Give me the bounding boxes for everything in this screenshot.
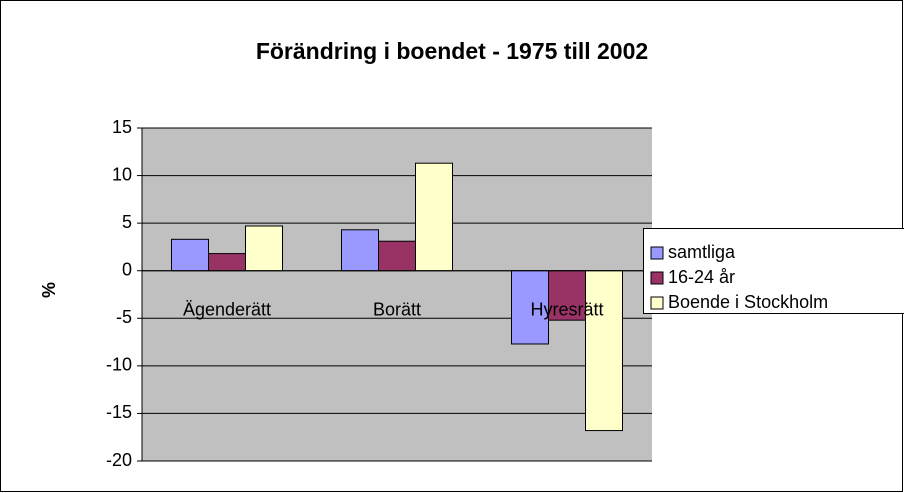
x-tick-label: Borätt <box>373 299 421 319</box>
y-tick-label: 10 <box>112 164 132 184</box>
x-tick-label: Hyresrätt <box>530 299 603 319</box>
x-tick-label: Ägenderätt <box>183 299 271 319</box>
legend-label: 16-24 år <box>668 267 735 287</box>
y-tick-label: -15 <box>106 402 132 422</box>
legend-swatch <box>650 246 664 260</box>
bar <box>245 225 283 272</box>
bar <box>585 270 623 432</box>
y-tick-label: -5 <box>116 307 132 327</box>
y-tick-label: 5 <box>122 212 132 232</box>
y-axis-label: % <box>39 282 59 298</box>
bar <box>415 162 453 272</box>
chart-title: Förändring i boendet - 1975 till 2002 <box>256 38 648 64</box>
y-tick-label: 0 <box>122 259 132 279</box>
y-tick-label: -20 <box>106 450 132 470</box>
bar <box>208 253 246 272</box>
legend-swatch <box>650 271 664 285</box>
bar <box>171 238 209 272</box>
legend <box>643 228 904 314</box>
legend-label: Boende i Stockholm <box>668 292 828 312</box>
bar <box>548 270 586 321</box>
bar <box>341 229 379 272</box>
legend-label: samtliga <box>668 242 736 262</box>
bar <box>378 240 416 272</box>
bar <box>511 270 549 345</box>
y-tick-label: 15 <box>112 117 132 137</box>
legend-swatch <box>650 296 664 310</box>
y-tick-label: -10 <box>106 355 132 375</box>
